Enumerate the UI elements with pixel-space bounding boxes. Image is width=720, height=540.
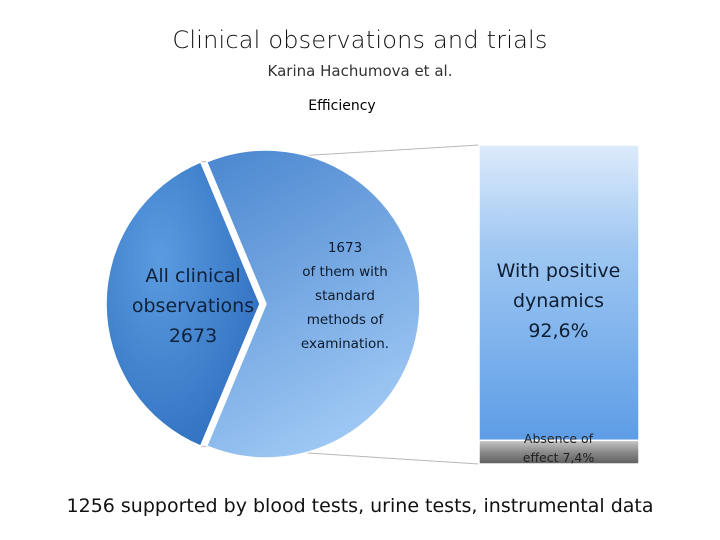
bar-segment-positive [478, 144, 640, 442]
chart-label: Efficiency [308, 98, 376, 114]
chart-title: Clinical observations and trials [172, 26, 548, 54]
chart-footer-note: 1256 supported by blood tests, urine tes… [66, 495, 654, 517]
pie-slice-all-observations [105, 160, 261, 448]
chart-subtitle: Karina Hachumova et al. [267, 62, 453, 80]
bar-group [478, 144, 640, 465]
pie-slice-standard-methods [205, 149, 421, 459]
pie-group [105, 149, 421, 459]
bar-segment-no-effect [478, 439, 640, 465]
